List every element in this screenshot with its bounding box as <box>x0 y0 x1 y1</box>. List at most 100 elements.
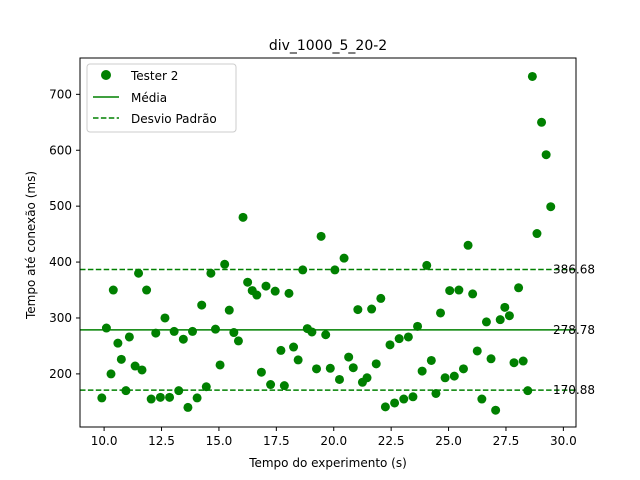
reference-lines <box>80 268 576 391</box>
data-point <box>197 300 207 310</box>
legend: Tester 2 Média Desvio Padrão <box>86 63 237 133</box>
data-point <box>121 386 131 396</box>
data-point <box>518 356 528 366</box>
data-point <box>546 202 556 212</box>
y-tick-label: 700 <box>49 87 72 101</box>
data-point <box>394 334 404 344</box>
data-point <box>151 328 161 338</box>
data-point <box>495 315 505 325</box>
axis-ticks: 10.0 12.5 15.0 17.5 20.0 22.5 25.0 27.5 30.0 200 3… <box>49 87 577 448</box>
data-point <box>541 150 551 160</box>
data-point <box>206 268 216 278</box>
data-point <box>449 371 459 381</box>
data-point <box>270 286 280 296</box>
data-point <box>307 327 317 337</box>
data-point <box>252 290 262 300</box>
data-point <box>486 354 496 364</box>
y-axis-label: Tempo até conexão (ms) <box>24 171 38 320</box>
data-point <box>440 373 450 383</box>
data-point <box>192 393 202 403</box>
data-point <box>523 386 533 396</box>
data-point <box>134 268 144 278</box>
data-point <box>261 281 271 291</box>
data-points <box>97 71 556 415</box>
data-point <box>422 260 432 270</box>
data-point <box>426 355 436 365</box>
data-point <box>390 398 400 408</box>
data-point <box>289 342 299 352</box>
plot-frame <box>79 57 577 428</box>
x-tick-label: 17.5 <box>263 434 290 448</box>
data-point <box>334 374 344 384</box>
data-point <box>399 394 409 404</box>
data-point <box>312 364 322 374</box>
data-point <box>165 392 175 402</box>
data-point <box>266 380 276 390</box>
data-point <box>431 388 441 398</box>
data-point <box>256 367 266 377</box>
data-point <box>344 352 354 362</box>
std-upper-label: 386.68 <box>553 263 595 277</box>
x-tick-label: 20.0 <box>320 434 347 448</box>
chart-title: div_1000_5_20-2 <box>269 38 387 54</box>
data-point <box>284 288 294 298</box>
data-point <box>233 336 243 346</box>
x-tick-label: 15.0 <box>206 434 233 448</box>
x-tick-label: 22.5 <box>378 434 405 448</box>
data-point <box>169 326 179 336</box>
data-point <box>108 285 118 295</box>
data-point <box>481 317 491 327</box>
y-tick-label: 400 <box>49 255 72 269</box>
data-point <box>408 392 418 402</box>
data-point <box>276 345 286 355</box>
data-point <box>210 324 220 334</box>
data-point <box>146 394 156 404</box>
data-point <box>514 283 524 293</box>
x-tick-label: 30.0 <box>550 434 577 448</box>
data-point <box>113 338 123 348</box>
data-point <box>101 323 111 333</box>
legend-box <box>86 63 237 133</box>
data-point <box>183 402 193 412</box>
data-point <box>224 305 234 315</box>
data-point <box>468 289 478 299</box>
data-point <box>413 321 423 331</box>
y-tick-label: 200 <box>49 367 72 381</box>
data-point <box>293 355 303 365</box>
data-point <box>130 361 140 371</box>
data-point <box>537 117 547 127</box>
data-point <box>376 293 386 303</box>
data-point <box>155 392 165 402</box>
legend-label-tester-2: Tester 2 <box>130 69 178 83</box>
data-point <box>472 346 482 356</box>
data-point <box>504 311 514 321</box>
data-point <box>137 365 147 375</box>
reference-line-labels: 386.68 278.78 170.88 <box>553 263 595 398</box>
data-point <box>454 285 464 295</box>
data-point <box>491 405 501 415</box>
data-point <box>243 277 253 287</box>
x-tick-label: 12.5 <box>148 434 175 448</box>
data-point <box>367 304 377 314</box>
data-point <box>279 381 289 391</box>
data-point <box>142 285 152 295</box>
y-tick-label: 300 <box>49 311 72 325</box>
data-point <box>220 259 230 269</box>
data-point <box>316 231 326 241</box>
data-point <box>417 366 427 376</box>
data-point <box>229 328 239 338</box>
data-point <box>321 330 331 340</box>
data-point <box>509 358 519 368</box>
legend-label-media: Média <box>131 91 167 105</box>
data-point <box>500 302 510 312</box>
data-point <box>458 364 468 374</box>
data-point <box>371 359 381 369</box>
legend-label-desvio-padrao: Desvio Padrão <box>131 112 217 126</box>
data-point <box>353 305 363 315</box>
data-point <box>116 354 126 364</box>
data-point <box>339 253 349 263</box>
data-point <box>527 71 537 81</box>
data-point <box>298 265 308 275</box>
data-point <box>178 334 188 344</box>
